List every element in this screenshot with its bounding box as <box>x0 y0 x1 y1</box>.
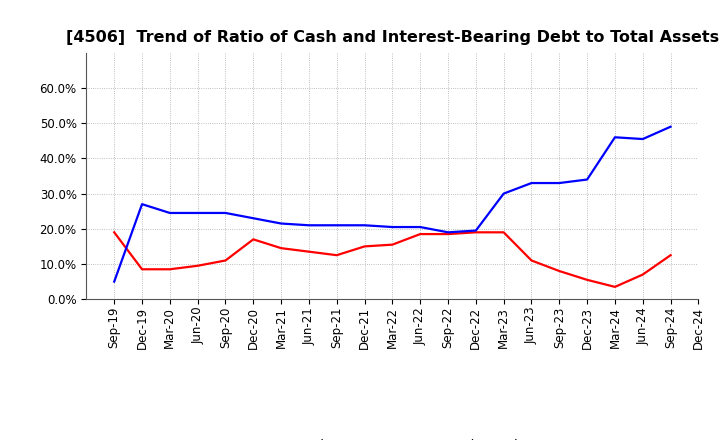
Cash <box>333 253 341 258</box>
Cash <box>221 258 230 263</box>
Line: Cash: Cash <box>114 232 670 287</box>
Interest-Bearing Debt <box>444 230 452 235</box>
Cash <box>582 277 591 282</box>
Interest-Bearing Debt <box>527 180 536 186</box>
Interest-Bearing Debt <box>500 191 508 196</box>
Interest-Bearing Debt <box>194 210 202 216</box>
Cash <box>249 237 258 242</box>
Cash <box>416 231 425 237</box>
Cash <box>444 231 452 237</box>
Interest-Bearing Debt <box>611 135 619 140</box>
Cash <box>110 230 119 235</box>
Cash <box>666 253 675 258</box>
Interest-Bearing Debt <box>666 124 675 129</box>
Interest-Bearing Debt <box>166 210 174 216</box>
Cash <box>276 246 285 251</box>
Interest-Bearing Debt <box>472 228 480 233</box>
Cash <box>472 230 480 235</box>
Cash <box>555 268 564 274</box>
Interest-Bearing Debt <box>555 180 564 186</box>
Interest-Bearing Debt <box>276 221 285 226</box>
Interest-Bearing Debt <box>582 177 591 182</box>
Cash <box>166 267 174 272</box>
Interest-Bearing Debt <box>388 224 397 230</box>
Interest-Bearing Debt <box>138 202 146 207</box>
Line: Interest-Bearing Debt: Interest-Bearing Debt <box>114 127 670 282</box>
Cash <box>611 284 619 290</box>
Cash <box>360 244 369 249</box>
Cash <box>388 242 397 247</box>
Interest-Bearing Debt <box>639 136 647 142</box>
Legend: Cash, Interest-Bearing Debt: Cash, Interest-Bearing Debt <box>251 434 534 440</box>
Interest-Bearing Debt <box>221 210 230 216</box>
Interest-Bearing Debt <box>110 279 119 284</box>
Cash <box>527 258 536 263</box>
Title: [4506]  Trend of Ratio of Cash and Interest-Bearing Debt to Total Assets: [4506] Trend of Ratio of Cash and Intere… <box>66 29 719 45</box>
Cash <box>639 272 647 277</box>
Cash <box>194 263 202 268</box>
Cash <box>138 267 146 272</box>
Interest-Bearing Debt <box>360 223 369 228</box>
Interest-Bearing Debt <box>416 224 425 230</box>
Interest-Bearing Debt <box>333 223 341 228</box>
Cash <box>305 249 313 254</box>
Interest-Bearing Debt <box>305 223 313 228</box>
Cash <box>500 230 508 235</box>
Interest-Bearing Debt <box>249 216 258 221</box>
